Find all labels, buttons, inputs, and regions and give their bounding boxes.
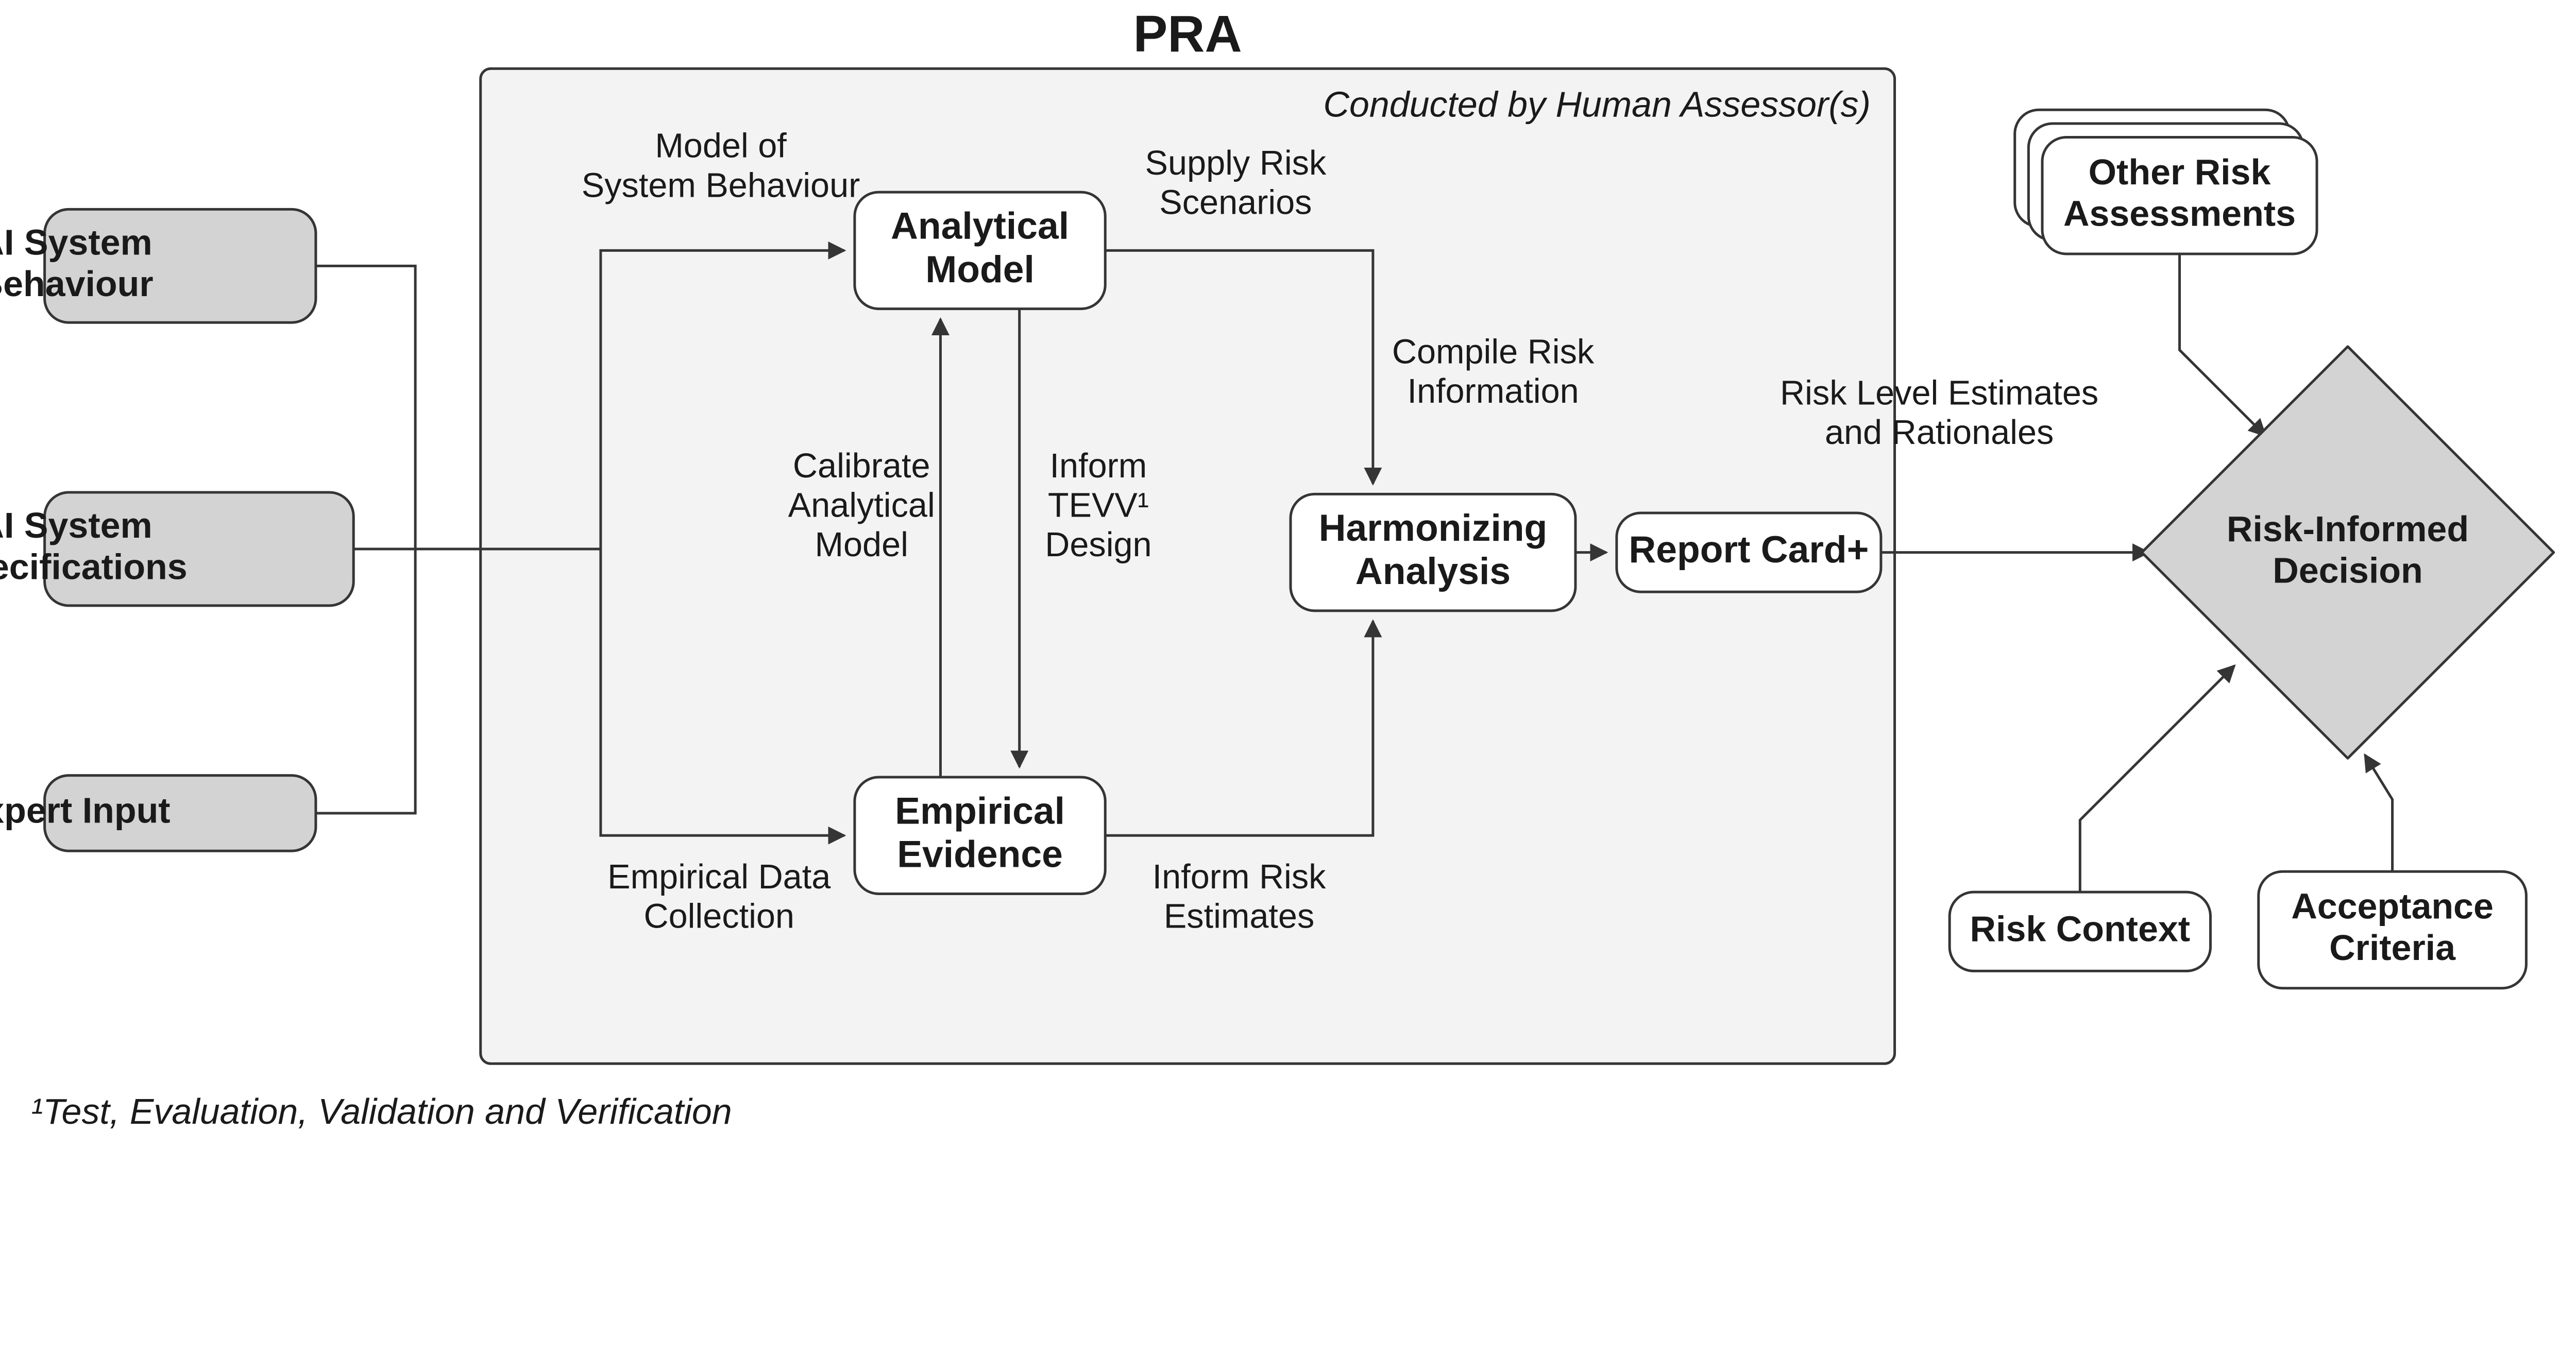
svg-text:Expert Input: Expert Input [0,790,171,830]
diagram-title: PRA [1133,6,1242,63]
svg-text:AI System: AI System [0,222,152,263]
svg-text:Behaviour: Behaviour [0,264,154,304]
svg-text:Risk Context: Risk Context [1970,908,2190,949]
edge-label-inform_est: Estimates [1164,897,1314,935]
edge-label-inform_tevv: TEVV¹ [1048,487,1149,525]
svg-text:Harmonizing: Harmonizing [1319,507,1548,549]
svg-text:Assessments: Assessments [2063,193,2296,233]
edge-label-empirical_data: Collection [643,897,794,935]
svg-text:Analysis: Analysis [1355,550,1511,592]
edge-label-model_behaviour: System Behaviour [582,166,860,204]
pra-diagram: PRA Conducted by Human Assessor(s) Model o… [0,0,2576,1143]
svg-text:Evidence: Evidence [897,833,1063,876]
svg-text:Acceptance: Acceptance [2291,886,2494,927]
edge-label-compile: Information [1407,372,1579,410]
svg-text:Analytical: Analytical [891,205,1069,247]
svg-text:Decision: Decision [2273,550,2423,590]
footnote: ¹Test, Evaluation, Validation and Verifi… [31,1091,732,1131]
svg-text:Specifications: Specifications [0,547,188,587]
diagram-subtitle: Conducted by Human Assessor(s) [1323,84,1870,125]
svg-text:AI System: AI System [0,505,152,545]
svg-text:Criteria: Criteria [2329,928,2456,968]
edge-label-risk_level: Risk Level Estimates [1780,374,2098,412]
edge-label-supply_scen: Scenarios [1159,184,1312,222]
svg-text:Empirical: Empirical [895,790,1065,832]
edge-label-empirical_data: Empirical Data [607,858,831,896]
edge-label-compile: Compile Risk [1392,333,1595,371]
edge-label-risk_level: and Rationales [1825,414,2054,452]
svg-text:Model: Model [925,248,1035,290]
edge-label-calibrate: Analytical [788,487,935,525]
svg-text:Other Risk: Other Risk [2089,152,2271,192]
edge [2080,665,2234,892]
edge-label-inform_tevv: Design [1045,526,1151,564]
edge-label-calibrate: Model [815,526,908,564]
edge-label-model_behaviour: Model of [655,127,787,165]
edge-label-calibrate: Calibrate [793,447,930,485]
edge [2180,254,2266,436]
edge-label-inform_tevv: Inform [1050,447,1147,485]
svg-text:Risk-Informed: Risk-Informed [2227,509,2469,549]
edge-label-supply_scen: Supply Risk [1145,144,1327,182]
edge [2365,755,2392,872]
svg-text:Report Card+: Report Card+ [1629,528,1869,571]
edge-label-inform_est: Inform Risk [1153,858,1326,896]
